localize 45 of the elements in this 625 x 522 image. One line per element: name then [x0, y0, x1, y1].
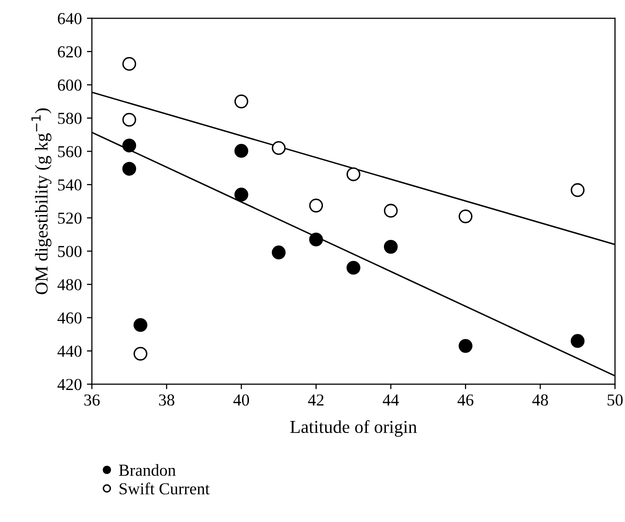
point	[272, 141, 286, 155]
x-tick-label: 46	[458, 394, 474, 406]
y-tick-label: 480	[57, 279, 82, 290]
point	[134, 318, 148, 332]
x-axis-title: Latitude of origin	[290, 420, 417, 437]
point	[309, 232, 323, 246]
point	[122, 112, 136, 127]
y-tick-label: 460	[57, 312, 82, 324]
point	[122, 56, 136, 71]
point	[384, 240, 398, 254]
y-tick-label: 580	[58, 112, 82, 124]
x-tick-label: 44	[382, 394, 399, 406]
point	[346, 260, 360, 275]
x-tick-label: 42	[308, 394, 324, 406]
point	[570, 334, 585, 348]
y-tick-label: 520	[58, 212, 82, 224]
point	[122, 138, 136, 152]
point	[272, 246, 286, 260]
point	[384, 204, 398, 218]
point	[134, 346, 148, 361]
legend-label: Brandon	[119, 464, 176, 476]
y-tick-label: 440	[57, 346, 82, 357]
y-tick-label: 620	[58, 46, 82, 58]
y-tick-label: 640	[58, 12, 82, 24]
x-tick-label: 36	[84, 394, 100, 406]
x-tick-label: 50	[608, 394, 623, 406]
y-tick-label: 420	[57, 378, 82, 390]
point	[458, 339, 472, 353]
y-axis-title: OM digestibility (g kg$^{−1}$)	[31, 108, 52, 294]
point	[234, 144, 248, 158]
point	[458, 209, 472, 224]
point	[234, 188, 248, 202]
y-tick-label: 540	[58, 179, 82, 191]
x-tick-label: 38	[159, 394, 174, 406]
point	[309, 198, 323, 212]
point	[346, 167, 360, 182]
point	[570, 183, 585, 197]
y-tick-label: 500	[58, 246, 82, 258]
x-tick-label: 40	[233, 394, 250, 406]
point	[122, 162, 136, 176]
y-tick-label: 560	[58, 146, 82, 158]
y-tick-label: 600	[58, 80, 82, 91]
x-tick-label: 48	[532, 394, 548, 406]
legend-label: Swift Current	[120, 482, 210, 494]
point	[234, 94, 248, 108]
